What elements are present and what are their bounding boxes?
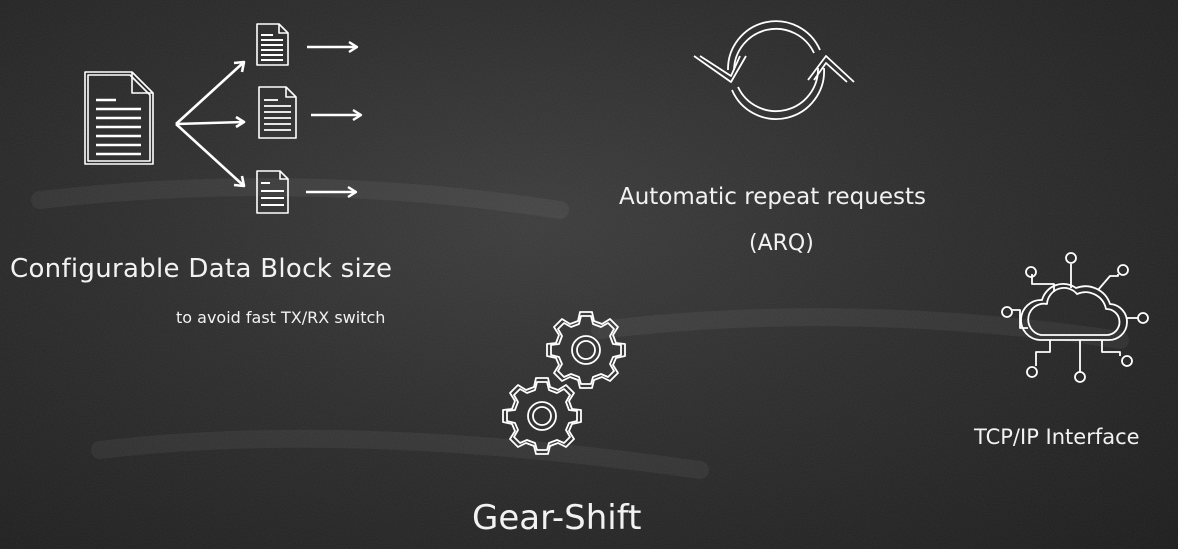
- tcp-ip-title: TCP/IP Interface: [974, 425, 1140, 449]
- refresh-cycle-icon: [693, 20, 855, 120]
- data-block-subtitle: to avoid fast TX/RX switch: [176, 308, 386, 327]
- document-split-icon: [84, 23, 363, 214]
- data-block-title: Configurable Data Block size: [10, 254, 393, 284]
- arq-subtitle: (ARQ): [749, 231, 814, 256]
- gear-shift-title: Gear-Shift: [472, 498, 642, 538]
- cloud-network-icon: [1001, 252, 1149, 383]
- gears-icon: [502, 311, 626, 455]
- arq-title: Automatic repeat requests: [619, 184, 926, 210]
